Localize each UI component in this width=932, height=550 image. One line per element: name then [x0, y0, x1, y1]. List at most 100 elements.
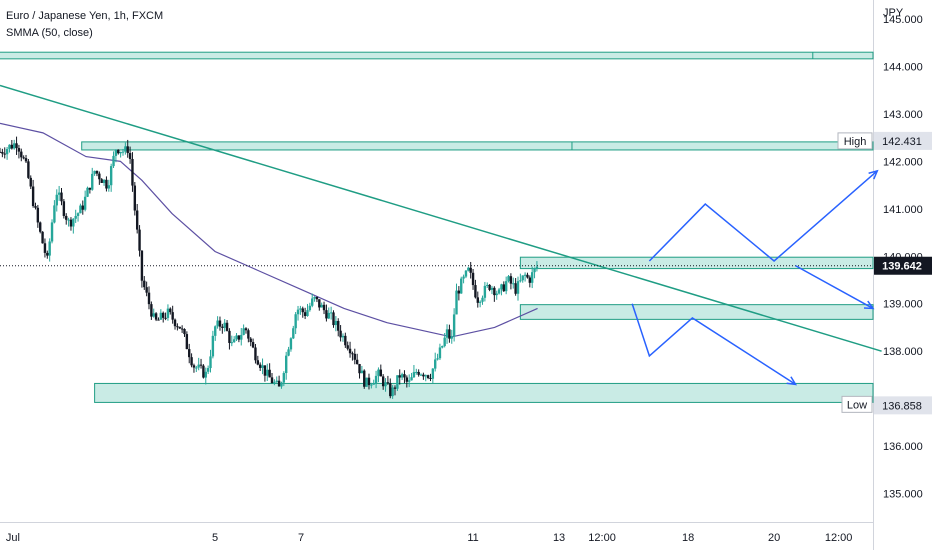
- candle-body: [126, 146, 129, 154]
- projection-arrowhead: [863, 300, 875, 310]
- zone-box: [519, 304, 874, 320]
- candle-body: [188, 349, 191, 358]
- candle-body: [289, 338, 293, 350]
- candle-body: [292, 328, 295, 339]
- candle-body: [240, 334, 243, 340]
- candle-body: [69, 219, 73, 227]
- candle-body: [379, 369, 383, 377]
- candle-body: [504, 281, 508, 292]
- candle-body: [20, 151, 23, 158]
- candle-body: [381, 376, 385, 387]
- candle-body: [109, 166, 113, 186]
- candle-body: [88, 187, 92, 190]
- candle-body: [266, 369, 269, 376]
- candle-body: [509, 276, 513, 284]
- candle-body: [206, 368, 210, 372]
- candle-body: [27, 161, 30, 178]
- candle-body: [441, 346, 444, 348]
- candle-body: [460, 278, 463, 294]
- candle-body: [202, 365, 205, 378]
- candle-body: [299, 308, 302, 310]
- candle-body: [478, 301, 482, 303]
- candle-body: [197, 364, 200, 368]
- candle-body: [209, 356, 212, 369]
- candle-body: [344, 335, 347, 346]
- candle-body: [46, 252, 49, 256]
- candle-body: [244, 328, 248, 331]
- candle-body: [500, 284, 503, 290]
- candle-body: [95, 170, 99, 174]
- candle-body: [147, 292, 151, 305]
- candle-body: [183, 328, 186, 335]
- candle-body: [320, 304, 323, 308]
- candle-body: [370, 384, 373, 386]
- y-tick-label: 136.000: [883, 441, 923, 453]
- candle-body: [341, 335, 345, 338]
- candle-body: [57, 192, 61, 195]
- y-tick-label: 141.000: [883, 204, 923, 216]
- candle-body: [247, 330, 250, 339]
- candle-body: [65, 215, 68, 220]
- candle-body: [284, 355, 288, 374]
- candle-body: [29, 177, 32, 187]
- chart-legend: Euro / Japanese Yen, 1h, FXCM SMMA (50, …: [6, 8, 163, 42]
- x-tick-label: 5: [212, 532, 218, 544]
- candle-body: [311, 298, 314, 306]
- candle-body: [407, 380, 411, 382]
- candle-body: [464, 270, 468, 277]
- candle-body: [249, 338, 252, 343]
- candle-body: [131, 158, 134, 186]
- trendline: [0, 84, 882, 352]
- candle-body: [17, 148, 21, 152]
- candle-body: [91, 173, 94, 190]
- candle-body: [100, 179, 103, 183]
- candle-body: [318, 299, 321, 308]
- candle-body: [67, 219, 70, 221]
- candle-body: [204, 371, 207, 378]
- candle-body: [332, 312, 335, 326]
- x-tick-label: 12:00: [825, 532, 853, 544]
- x-tick-label: 20: [768, 532, 780, 544]
- candle-body: [365, 377, 368, 387]
- candle-body: [486, 284, 489, 286]
- candle-body: [152, 313, 155, 317]
- candle-body: [98, 173, 101, 180]
- candle-body: [403, 374, 406, 378]
- candle-body: [360, 370, 364, 374]
- candle-body: [157, 319, 160, 321]
- candle-body: [405, 377, 409, 382]
- chart-title[interactable]: Euro / Japanese Yen, 1h, FXCM: [6, 10, 164, 22]
- candle-body: [296, 309, 300, 315]
- candle-body: [12, 143, 16, 149]
- candle-body: [329, 312, 333, 314]
- candle-body: [313, 296, 316, 299]
- low-price-label: 136.858: [882, 400, 922, 412]
- low-text: Low: [847, 399, 867, 411]
- candle-body: [374, 375, 378, 384]
- candle-body: [185, 334, 189, 350]
- candle-body: [481, 297, 484, 302]
- candle-body: [519, 280, 522, 282]
- candle-body: [173, 319, 177, 327]
- candle-body: [396, 375, 399, 389]
- candle-body: [159, 312, 163, 320]
- candle-body: [346, 345, 349, 349]
- candle-body: [488, 284, 491, 290]
- candle-body: [535, 266, 539, 269]
- candle-body: [400, 374, 404, 378]
- candle-body: [128, 153, 132, 159]
- candle-body: [322, 304, 326, 311]
- candle-body: [315, 296, 319, 300]
- candle-body: [467, 267, 470, 271]
- candle-body: [294, 314, 297, 329]
- candle-body: [214, 326, 217, 336]
- indicator-label[interactable]: SMMA (50, close): [6, 27, 93, 39]
- projection-arrowhead: [786, 376, 798, 386]
- candle-body: [514, 283, 517, 294]
- candle-body: [195, 367, 198, 369]
- projection-path: [795, 265, 874, 310]
- candle-body: [277, 380, 281, 387]
- zone-box: [94, 382, 874, 403]
